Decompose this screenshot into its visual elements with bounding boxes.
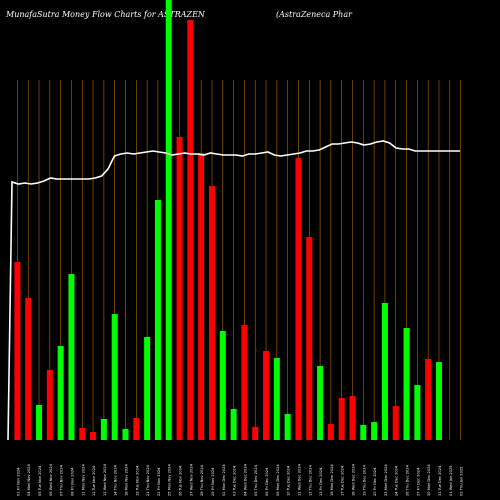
bar <box>176 137 183 440</box>
x-tick-label: 02 Thu Jan 2025 <box>460 467 464 496</box>
x-tick-label: 11 Wed Dec 2024 <box>297 463 301 496</box>
bar <box>111 314 118 440</box>
x-tick-label: 11 Mon Nov 2024 <box>81 464 85 496</box>
bar <box>57 346 64 440</box>
x-tick-label: 22 Fri Nov 2024 <box>157 467 161 496</box>
x-tick-label: 06 Fri Dec 2024 <box>265 467 269 496</box>
x-tick-label: 06 Wed Nov 2024 <box>49 463 53 496</box>
x-tick-label: 13 Wed Nov 2024 <box>103 463 107 496</box>
x-tick-label: 26 Tue Nov 2024 <box>179 465 183 496</box>
x-tick-label: 27 Fri Dec 2024 <box>416 467 420 496</box>
x-tick-label: 04 Wed Dec 2024 <box>243 463 247 496</box>
chart-subtitle: (AstraZeneca Phar <box>276 10 352 19</box>
x-tick-label: 02 Mon Dec 2024 <box>222 464 226 496</box>
x-tick-label: 05 Tue Nov 2024 <box>38 465 42 496</box>
bar <box>25 298 32 440</box>
bar <box>414 385 421 440</box>
money-flow-line <box>7 140 460 441</box>
x-tick-label: 29 Fri Nov 2024 <box>211 467 215 496</box>
bar <box>317 366 324 440</box>
x-tick-label: 07 Thu Nov 2024 <box>60 464 64 496</box>
bar <box>284 414 291 440</box>
bar <box>371 422 378 440</box>
x-tick-label: 16 Mon Dec 2024 <box>330 464 334 496</box>
x-tick-label: 04 Mon Nov 2024 <box>27 464 31 496</box>
bar <box>403 328 410 440</box>
x-tick-label: 28 Thu Nov 2024 <box>200 464 204 496</box>
bar <box>295 158 302 440</box>
x-tick-label: 01 Fri Nov 2024 <box>16 467 20 496</box>
bar <box>425 359 432 440</box>
x-tick-label: 09 Mon Dec 2024 <box>276 464 280 496</box>
bar <box>208 186 215 440</box>
bar <box>133 418 140 440</box>
x-tick-label: 14 Thu Nov 2024 <box>114 464 118 496</box>
bar <box>154 200 161 440</box>
x-tick-label: 20 Fri Dec 2024 <box>373 467 377 496</box>
bar <box>46 370 53 440</box>
x-tick-label: 17 Tue Dec 2024 <box>341 465 345 496</box>
bar <box>349 396 356 440</box>
bar <box>90 432 97 440</box>
x-tick-label: 10 Tue Dec 2024 <box>287 465 291 496</box>
bar <box>381 303 388 440</box>
bar <box>327 424 334 440</box>
bar <box>252 427 259 440</box>
x-tick-label: 18 Wed Dec 2024 <box>352 463 356 496</box>
x-tick-label: 01 Wed Jan 2025 <box>449 465 453 496</box>
x-tick-label: 12 Tue Nov 2024 <box>92 465 96 496</box>
bar <box>100 419 107 440</box>
bar <box>263 351 270 440</box>
bar <box>392 406 399 440</box>
x-tick-label: 18 Mon Nov 2024 <box>125 464 129 496</box>
x-tick-label: 25 Mon Nov 2024 <box>168 464 172 496</box>
x-tick-label: 12 Thu Dec 2024 <box>308 464 312 496</box>
bar <box>165 0 172 440</box>
bar <box>79 428 86 440</box>
x-tick-label: 19 Tue Nov 2024 <box>135 465 139 496</box>
bar <box>435 362 442 440</box>
x-tick-label: 24 Tue Dec 2024 <box>395 465 399 496</box>
bar <box>273 358 280 440</box>
bar <box>219 331 226 440</box>
bar <box>360 425 367 440</box>
bar <box>187 20 194 440</box>
bar <box>338 398 345 440</box>
bar <box>198 153 205 440</box>
x-tick-label: 31 Tue Dec 2024 <box>438 465 442 496</box>
x-tick-label: 19 Thu Dec 2024 <box>362 464 366 496</box>
bar <box>68 274 75 440</box>
bar <box>122 429 129 440</box>
bar <box>230 409 237 440</box>
bar <box>14 262 21 440</box>
x-tick-label: 05 Thu Dec 2024 <box>254 464 258 496</box>
x-tick-label: 30 Mon Dec 2024 <box>427 464 431 496</box>
bar <box>241 325 248 440</box>
x-tick-label: 13 Fri Dec 2024 <box>319 467 323 496</box>
bar <box>36 405 43 440</box>
x-tick-label: 21 Thu Nov 2024 <box>146 464 150 496</box>
x-tick-label: 08 Fri Nov 2024 <box>70 467 74 496</box>
x-tick-label: 23 Mon Dec 2024 <box>384 464 388 496</box>
chart-title: MunafaSutra Money Flow Charts for ASTRAZ… <box>6 10 205 19</box>
x-tick-label: 27 Wed Nov 2024 <box>189 463 193 496</box>
x-tick-label: 03 Tue Dec 2024 <box>233 465 237 496</box>
x-tick-label: 26 Thu Dec 2024 <box>406 464 410 496</box>
bar <box>144 337 151 440</box>
bar <box>306 237 313 440</box>
